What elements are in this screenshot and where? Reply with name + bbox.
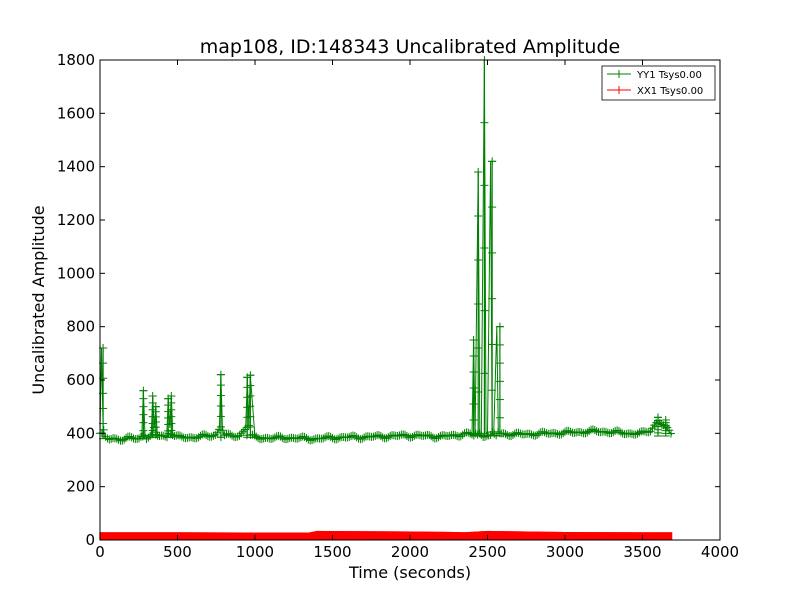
- series-yy1-spikes: [99, 56, 670, 440]
- x-tick-label: 4000: [701, 543, 739, 561]
- y-tick-label: 800: [66, 318, 95, 336]
- x-tick-label: 1500: [313, 543, 351, 561]
- x-tick-label: 3000: [546, 543, 584, 561]
- legend-box: [601, 65, 716, 101]
- y-tick-label: 400: [66, 424, 95, 442]
- legend-label-xx1: XX1 Tsys0.00: [637, 86, 703, 97]
- y-tick-label: 1600: [57, 104, 95, 122]
- x-tick-label: 3500: [623, 543, 661, 561]
- series-xx1: [99, 530, 673, 540]
- series-yy1: [96, 56, 676, 445]
- y-axis-label: Uncalibrated Amplitude: [29, 205, 48, 394]
- y-tick-label: 1200: [57, 211, 95, 229]
- x-tick-label: 1000: [236, 543, 274, 561]
- series-layer: [96, 56, 676, 540]
- y-tick-label: 200: [66, 478, 95, 496]
- chart-title: map108, ID:148343 Uncalibrated Amplitude: [200, 36, 620, 58]
- x-tick-label: 2000: [391, 543, 429, 561]
- x-axis-label: Time (seconds): [348, 563, 471, 582]
- y-tick-label: 600: [66, 371, 95, 389]
- y-tick-label: 1400: [57, 158, 95, 176]
- x-tick-label: 0: [95, 543, 105, 561]
- legend-label-yy1: YY1 Tsys0.00: [636, 70, 702, 81]
- series-xx1-band: [99, 530, 673, 540]
- legend: YY1 Tsys0.00 XX1 Tsys0.00: [601, 65, 716, 101]
- x-tick-label: 500: [163, 543, 192, 561]
- x-axis: 0 500 1000 1500 2000 2500 3000 3500 4000: [95, 60, 739, 561]
- y-tick-label: 1000: [57, 264, 95, 282]
- x-tick-label: 2500: [468, 543, 506, 561]
- y-tick-label: 0: [85, 531, 95, 549]
- y-tick-label: 1800: [57, 51, 95, 69]
- y-axis: 0 200 400 600 800 1000 1200 1400 1600 1800: [57, 51, 720, 549]
- plot-area: [100, 60, 720, 540]
